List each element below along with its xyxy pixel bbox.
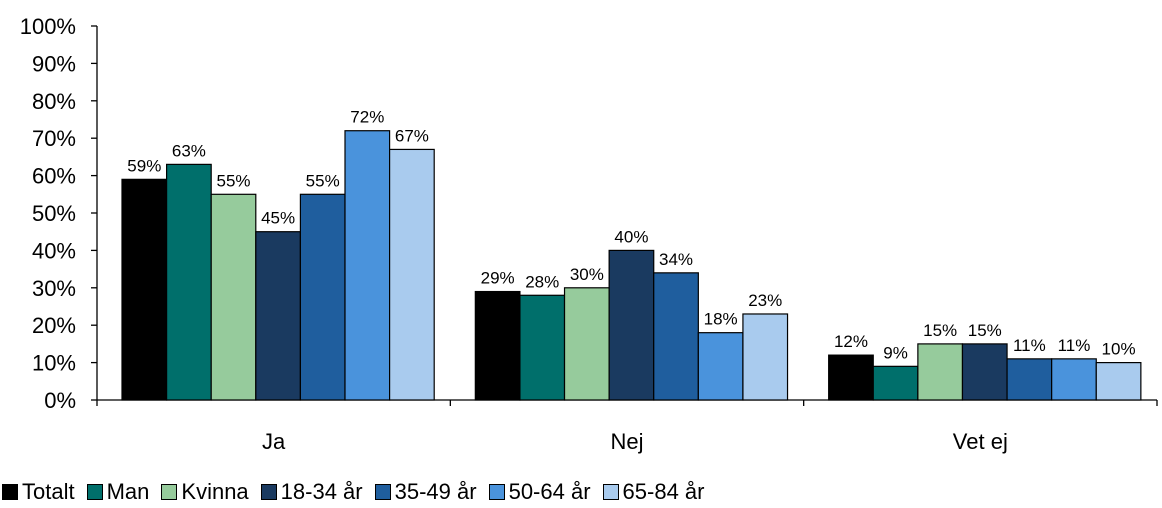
legend-item: 65-84 år xyxy=(602,479,705,505)
bar xyxy=(210,193,257,401)
bar xyxy=(697,332,744,401)
bar xyxy=(917,343,964,401)
legend-swatch xyxy=(374,484,391,500)
legend-item: Man xyxy=(86,479,150,505)
legend-label: Kvinna xyxy=(181,479,249,504)
data-label: 55% xyxy=(216,171,250,190)
y-tick-label: 60% xyxy=(32,164,76,189)
data-label: 63% xyxy=(172,141,206,160)
data-label: 29% xyxy=(481,269,515,288)
data-labels: 59% 63% 55% 45% 55% 72% 67% 29% 28% 30% 40% 34% 18% 2… xyxy=(127,108,1135,363)
y-tick-label: 70% xyxy=(32,126,76,151)
legend-label: 65-84 år xyxy=(622,479,705,504)
data-label: 40% xyxy=(614,227,648,246)
y-tick-label: 10% xyxy=(32,351,76,376)
data-label: 18% xyxy=(704,310,738,329)
legend-item: 50-64 år xyxy=(488,479,591,505)
legend-swatch xyxy=(602,484,619,500)
bar xyxy=(1095,362,1142,401)
bar xyxy=(255,231,302,401)
y-tick-label: 100% xyxy=(20,14,76,39)
bar xyxy=(344,130,391,401)
bar xyxy=(519,294,566,401)
bar xyxy=(389,148,435,401)
y-axis: 0% 10% 20% 30% 40% 50% 60% 70% 80% 90% 100% xyxy=(20,14,98,413)
bar xyxy=(742,313,789,401)
x-category-label: Nej xyxy=(610,429,643,454)
bar xyxy=(872,365,919,401)
data-label: 11% xyxy=(1013,336,1046,355)
bar xyxy=(653,272,699,401)
bar xyxy=(474,290,521,401)
x-axis: Ja Nej Vet ej xyxy=(96,399,1158,454)
bar xyxy=(828,354,874,401)
bar xyxy=(608,249,655,401)
data-label: 34% xyxy=(659,250,693,269)
bar xyxy=(121,178,168,401)
legend-swatch xyxy=(2,484,18,500)
data-label: 9% xyxy=(883,343,908,362)
legend-item: 35-49 år xyxy=(374,479,477,505)
data-label: 67% xyxy=(395,126,429,145)
legend-label: 50-64 år xyxy=(508,479,591,504)
y-tick-label: 30% xyxy=(32,276,76,301)
legend-swatch xyxy=(86,484,103,500)
bar xyxy=(166,163,212,401)
data-label: 28% xyxy=(525,272,559,291)
legend: Totalt Man Kvinna 18-34 år 35-49 år 50-64 år 6… xyxy=(2,478,716,506)
data-label: 12% xyxy=(834,332,868,351)
data-label: 59% xyxy=(127,156,161,175)
y-tick-label: 80% xyxy=(32,89,76,114)
legend-item: 18-34 år xyxy=(260,479,363,505)
legend-label: 35-49 år xyxy=(394,479,477,504)
data-label: 15% xyxy=(923,321,957,340)
legend-item: Totalt xyxy=(2,479,75,505)
data-label: 72% xyxy=(350,108,384,127)
y-tick-label: 40% xyxy=(32,238,76,263)
data-label: 15% xyxy=(968,321,1002,340)
x-category-label: Vet ej xyxy=(953,429,1008,454)
data-label: 45% xyxy=(261,209,295,228)
data-label: 10% xyxy=(1102,340,1136,359)
bar xyxy=(563,287,610,401)
y-tick-label: 20% xyxy=(32,313,76,338)
data-label: 11% xyxy=(1058,336,1091,355)
bar xyxy=(299,193,346,401)
bars xyxy=(121,130,1142,401)
bar-chart: 0% 10% 20% 30% 40% 50% 60% 70% 80% 90% 100% Ja Nej V… xyxy=(20,14,1158,454)
legend-swatch xyxy=(161,484,178,500)
bar xyxy=(1006,358,1053,401)
data-label: 30% xyxy=(570,265,604,284)
data-label: 23% xyxy=(748,291,782,310)
bar xyxy=(1051,358,1097,401)
legend-label: 18-34 år xyxy=(280,479,363,504)
legend-swatch xyxy=(488,484,505,500)
y-tick-label: 50% xyxy=(32,201,76,226)
legend-swatch xyxy=(260,484,277,500)
bar xyxy=(961,343,1008,401)
y-tick-label: 90% xyxy=(32,51,76,76)
legend-label: Totalt xyxy=(22,479,75,504)
data-label: 55% xyxy=(306,171,340,190)
legend-label: Man xyxy=(106,479,150,504)
x-category-label: Ja xyxy=(262,429,286,454)
y-tick-label: 0% xyxy=(44,388,76,413)
legend-item: Kvinna xyxy=(161,479,249,505)
